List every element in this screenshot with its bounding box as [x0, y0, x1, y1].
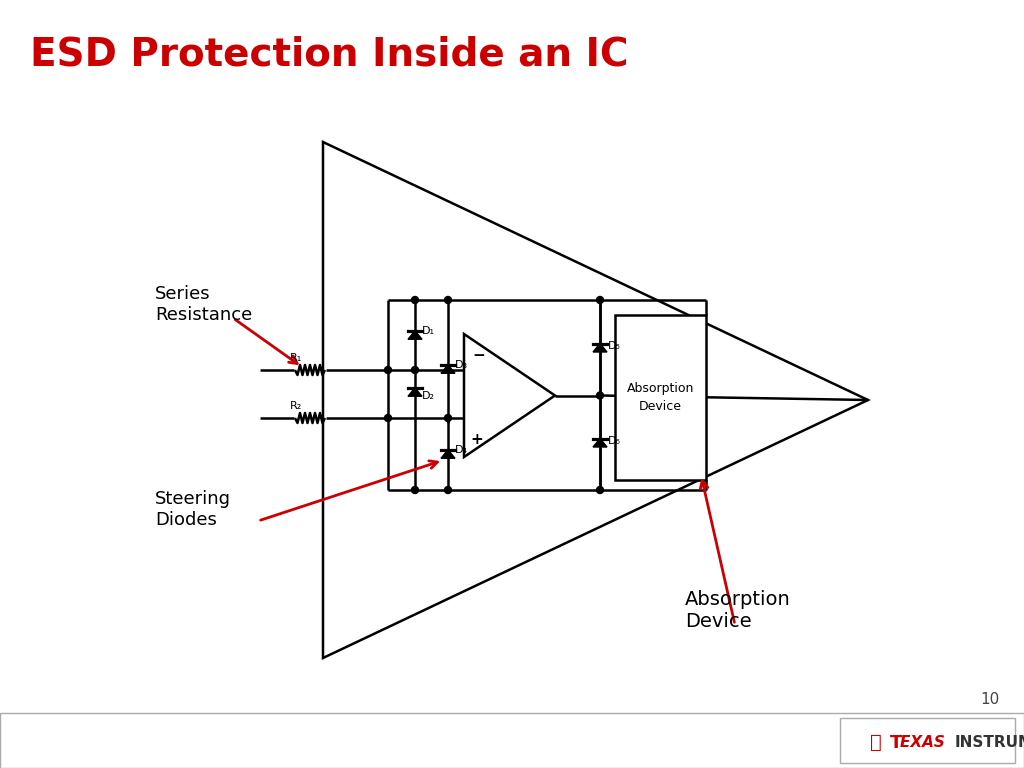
Text: ESD Protection Inside an IC: ESD Protection Inside an IC	[30, 36, 629, 74]
Text: −: −	[472, 348, 484, 363]
Polygon shape	[441, 365, 455, 373]
Circle shape	[384, 366, 391, 373]
Bar	[840, 718, 1015, 763]
Text: D₅: D₅	[608, 341, 621, 351]
Text: T: T	[890, 733, 902, 752]
Text: +: +	[470, 432, 482, 447]
Text: Steering
Diodes: Steering Diodes	[155, 490, 231, 529]
Text: 10: 10	[980, 693, 999, 707]
Circle shape	[444, 415, 452, 422]
Text: D₂: D₂	[422, 391, 435, 401]
Polygon shape	[593, 439, 607, 447]
Circle shape	[412, 366, 419, 373]
Polygon shape	[408, 331, 422, 339]
Circle shape	[597, 392, 603, 399]
Circle shape	[597, 296, 603, 303]
Text: D₄: D₄	[455, 445, 468, 455]
Text: D₁: D₁	[422, 326, 435, 336]
Bar	[615, 315, 706, 480]
Circle shape	[384, 415, 391, 422]
Circle shape	[444, 296, 452, 303]
Text: Series
Resistance: Series Resistance	[155, 285, 252, 324]
Polygon shape	[593, 343, 607, 352]
Polygon shape	[441, 450, 455, 458]
Circle shape	[412, 486, 419, 494]
Text: R₂: R₂	[290, 401, 302, 411]
Circle shape	[597, 486, 603, 494]
Text: Absorption
Device: Absorption Device	[627, 382, 694, 413]
Text: D₃: D₃	[455, 360, 468, 370]
Text: INSTRUMENTS: INSTRUMENTS	[955, 735, 1024, 750]
Text: R₁: R₁	[290, 353, 302, 363]
Circle shape	[412, 296, 419, 303]
Text: 𝚿: 𝚿	[870, 733, 882, 752]
Text: EXAS: EXAS	[900, 735, 950, 750]
Circle shape	[444, 486, 452, 494]
Text: Absorption
Device: Absorption Device	[685, 590, 791, 631]
Bar	[0, 713, 1024, 768]
Text: D₆: D₆	[608, 435, 621, 445]
Polygon shape	[408, 388, 422, 396]
